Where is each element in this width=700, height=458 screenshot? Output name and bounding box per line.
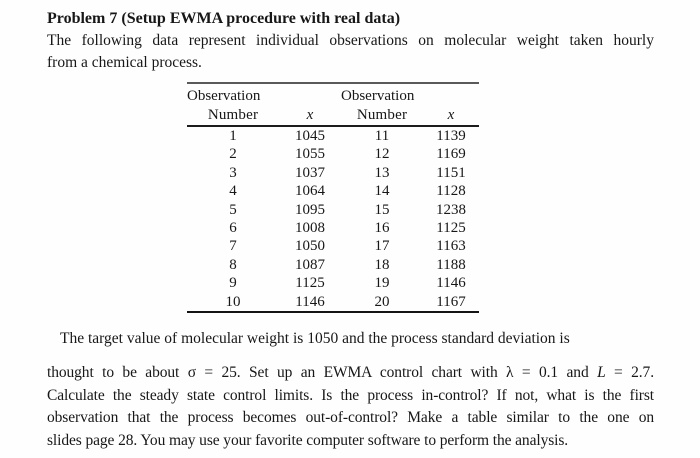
x-value-cell: 1125 [436, 220, 466, 237]
x-value-cell: 1064 [295, 183, 325, 200]
statement-text: thought to be about [47, 364, 188, 382]
x-value-cell: 1238 [436, 201, 466, 218]
target-value-sentence: The target value of molecular weight is … [60, 330, 570, 348]
header-spacer [279, 83, 341, 106]
obs-number-cell: 16 [374, 220, 390, 237]
statement-text: = 2.7. [605, 364, 654, 382]
intro-paragraph: The following data represent individual … [47, 30, 654, 74]
lambda-symbol: λ [506, 364, 514, 382]
intro-line-2: from a chemical process. [47, 54, 202, 71]
problem-title: Problem 7 (Setup EWMA procedure with rea… [47, 10, 401, 27]
statement-line-2: Calculate the steady state control limit… [47, 386, 654, 404]
table-row: 3 1037 13 1151 [187, 164, 479, 182]
x-value-cell: 1146 [279, 292, 341, 314]
x-value-cell: 1169 [436, 146, 466, 163]
x-value-cell: 1008 [295, 220, 325, 237]
x-value-cell: 1139 [436, 128, 466, 144]
table-header: Observation Observation Number x Number … [187, 83, 479, 127]
intro-line-1: The following data represent individual … [47, 32, 654, 49]
x-value-cell: 1125 [295, 275, 325, 292]
header-number-left: Number [187, 106, 279, 127]
obs-number-cell: 10 [187, 292, 279, 314]
x-value-cell: 1167 [423, 292, 479, 314]
statement-text: = 0.1 and [513, 364, 598, 382]
x-value-cell: 1151 [436, 164, 466, 181]
obs-number-cell: 8 [229, 256, 237, 273]
x-value-cell: 1095 [295, 201, 325, 218]
obs-number-cell: 6 [229, 220, 237, 237]
obs-number-cell: 4 [229, 183, 237, 200]
table-row: 7 1050 17 1163 [187, 237, 479, 255]
x-value-cell: 1037 [295, 164, 325, 181]
x-value-cell: 1055 [295, 146, 325, 163]
table-row: 4 1064 14 1128 [187, 182, 479, 200]
table-body: 1 1045 11 1139 2 1055 12 1169 3 1037 13 … [187, 126, 479, 314]
x-value-cell: 1045 [295, 128, 325, 144]
obs-number-cell: 14 [374, 183, 390, 200]
obs-number-cell: 12 [374, 146, 390, 163]
observation-data-table: Observation Observation Number x Number … [187, 82, 479, 314]
header-x-left: x [279, 106, 341, 127]
x-value-cell: 1163 [436, 238, 466, 255]
header-observation-right: Observation [341, 88, 415, 104]
table-header-row-1: Observation Observation [187, 83, 479, 106]
table-row: 8 1087 18 1188 [187, 256, 479, 274]
table-header-row-2: Number x Number x [187, 106, 479, 127]
obs-number-cell: 3 [229, 164, 237, 181]
statement-line-3: observation that the process becomes out… [47, 409, 654, 427]
table-row: 1 1045 11 1139 [187, 126, 479, 145]
L-symbol: L [597, 364, 606, 382]
obs-number-cell: 11 [374, 128, 390, 144]
header-x-right: x [423, 106, 479, 127]
x-value-cell: 1146 [436, 275, 466, 292]
obs-number-cell: 18 [374, 256, 390, 273]
obs-number-cell: 5 [229, 201, 237, 218]
statement-text: = 25. Set up an EWMA control chart with [195, 364, 507, 382]
x-value-cell: 1128 [436, 183, 466, 200]
obs-number-cell: 17 [374, 238, 390, 255]
sigma-symbol: σ [187, 364, 196, 382]
x-value-cell: 1188 [436, 256, 466, 273]
header-spacer [423, 83, 479, 106]
problem-statement-paragraph: thought to be about σ = 25. Set up an EW… [47, 362, 654, 452]
obs-number-cell: 7 [229, 238, 237, 255]
x-value-cell: 1050 [295, 238, 325, 255]
table-row: 9 1125 19 1146 [187, 274, 479, 292]
header-observation-left: Observation [187, 88, 261, 104]
obs-number-cell: 13 [374, 164, 390, 181]
obs-number-cell: 1 [229, 128, 237, 144]
obs-number-cell: 19 [374, 275, 390, 292]
obs-number-cell: 9 [229, 275, 237, 292]
obs-number-cell: 15 [374, 201, 390, 218]
header-number-right: Number [341, 106, 423, 127]
obs-number-cell: 2 [229, 146, 237, 163]
table-row: 5 1095 15 1238 [187, 201, 479, 219]
statement-line-4: slides page 28. You may use your favorit… [47, 431, 569, 449]
table-row: 2 1055 12 1169 [187, 145, 479, 163]
table-row: 10 1146 20 1167 [187, 292, 479, 314]
statement-line-1: thought to be about σ = 25. Set up an EW… [47, 362, 654, 385]
obs-number-cell: 20 [341, 292, 423, 314]
x-value-cell: 1087 [295, 256, 325, 273]
table-row: 6 1008 16 1125 [187, 219, 479, 237]
